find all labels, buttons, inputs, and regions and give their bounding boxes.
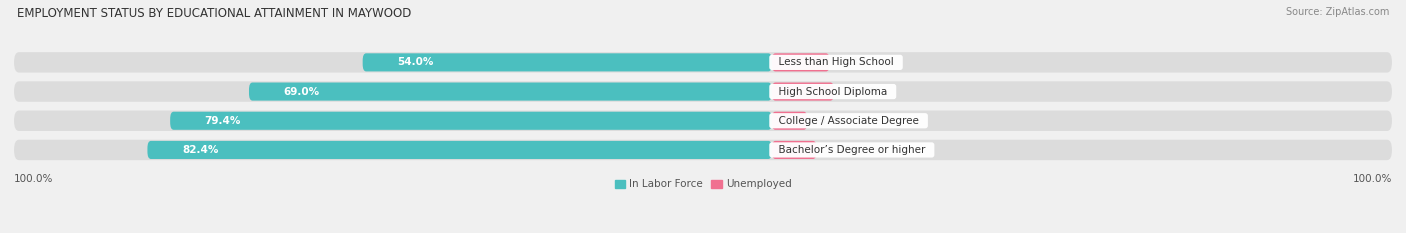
Text: 69.0%: 69.0% xyxy=(284,87,319,96)
Text: Bachelor’s Degree or higher: Bachelor’s Degree or higher xyxy=(772,145,932,155)
FancyBboxPatch shape xyxy=(249,82,772,101)
Text: EMPLOYMENT STATUS BY EDUCATIONAL ATTAINMENT IN MAYWOOD: EMPLOYMENT STATUS BY EDUCATIONAL ATTAINM… xyxy=(17,7,411,20)
FancyBboxPatch shape xyxy=(772,53,830,72)
Text: High School Diploma: High School Diploma xyxy=(772,87,894,96)
FancyBboxPatch shape xyxy=(14,110,1392,131)
FancyBboxPatch shape xyxy=(363,53,772,72)
Text: 9.3%: 9.3% xyxy=(841,57,869,67)
Text: 100.0%: 100.0% xyxy=(14,174,53,184)
FancyBboxPatch shape xyxy=(14,52,1392,73)
Text: 54.0%: 54.0% xyxy=(396,57,433,67)
Text: College / Associate Degree: College / Associate Degree xyxy=(772,116,925,126)
Text: 10.0%: 10.0% xyxy=(845,87,882,96)
FancyBboxPatch shape xyxy=(772,82,834,101)
FancyBboxPatch shape xyxy=(772,112,807,130)
Legend: In Labor Force, Unemployed: In Labor Force, Unemployed xyxy=(614,179,792,189)
Text: Less than High School: Less than High School xyxy=(772,57,900,67)
FancyBboxPatch shape xyxy=(148,141,772,159)
Text: Source: ZipAtlas.com: Source: ZipAtlas.com xyxy=(1285,7,1389,17)
Text: 79.4%: 79.4% xyxy=(205,116,240,126)
FancyBboxPatch shape xyxy=(170,112,772,130)
FancyBboxPatch shape xyxy=(772,141,817,159)
Text: 5.7%: 5.7% xyxy=(818,116,848,126)
FancyBboxPatch shape xyxy=(14,81,1392,102)
FancyBboxPatch shape xyxy=(14,140,1392,160)
Text: 7.2%: 7.2% xyxy=(828,145,856,155)
Text: 100.0%: 100.0% xyxy=(1353,174,1392,184)
Text: 82.4%: 82.4% xyxy=(181,145,218,155)
